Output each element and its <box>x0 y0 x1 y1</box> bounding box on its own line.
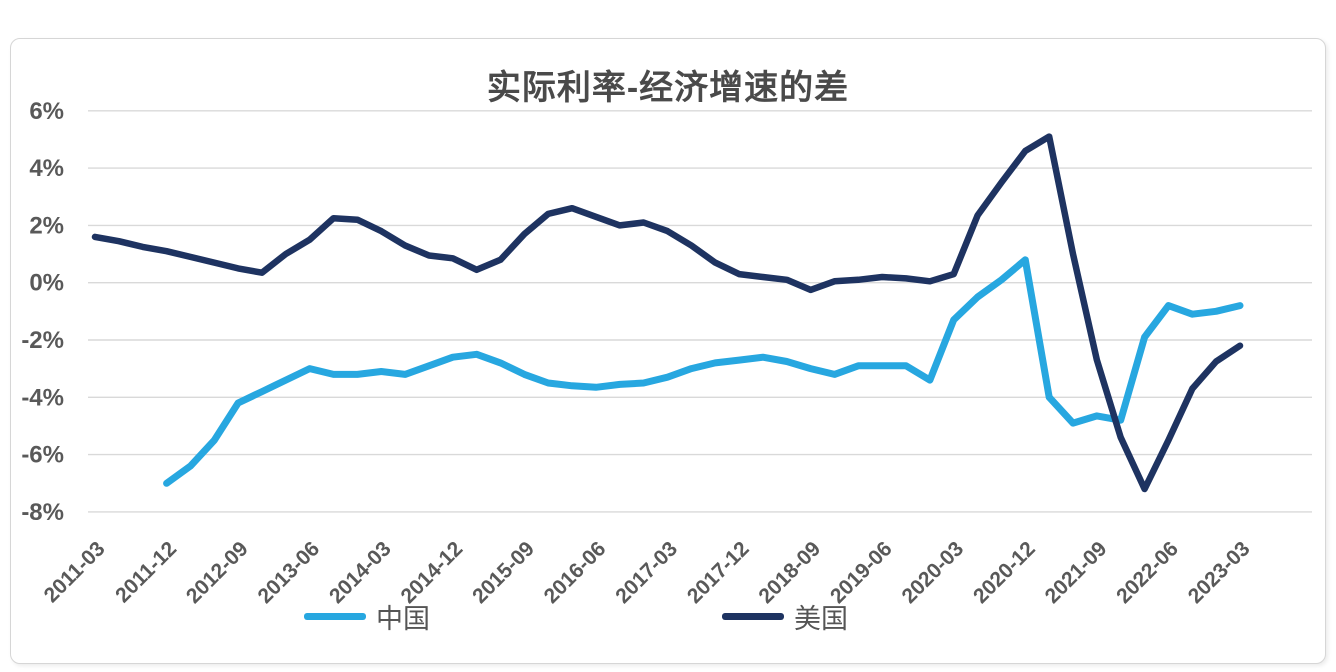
x-axis-tick-label: 2011-03 <box>40 537 110 607</box>
y-axis-tick-label: 6% <box>29 98 64 125</box>
y-axis-tick-label: 4% <box>29 155 64 182</box>
chart-frame <box>10 38 1326 664</box>
series-line-美国 <box>91 133 1244 493</box>
usa-series-swatch <box>722 612 784 620</box>
series-line-中国 <box>163 256 1244 487</box>
legend-item-china: 中国 <box>304 598 430 634</box>
y-axis-tick-label: -2% <box>21 327 64 354</box>
legend-item-usa: 美国 <box>722 598 848 634</box>
y-axis-tick-label: -4% <box>21 384 64 411</box>
y-axis-tick-label: 0% <box>29 270 64 297</box>
y-axis-tick-label: -8% <box>21 499 64 526</box>
china-series-swatch <box>304 612 366 620</box>
chart-legend: 中国 美国 <box>0 598 1336 634</box>
legend-label-china: 中国 <box>376 603 430 634</box>
x-axis-tick-label: 2011-12 <box>111 537 181 607</box>
chart-title: 实际利率-经济增速的差 <box>486 69 850 107</box>
legend-label-usa: 美国 <box>794 603 848 634</box>
y-axis-tick-label: -6% <box>21 442 64 469</box>
y-axis-tick-label: 2% <box>29 212 64 239</box>
